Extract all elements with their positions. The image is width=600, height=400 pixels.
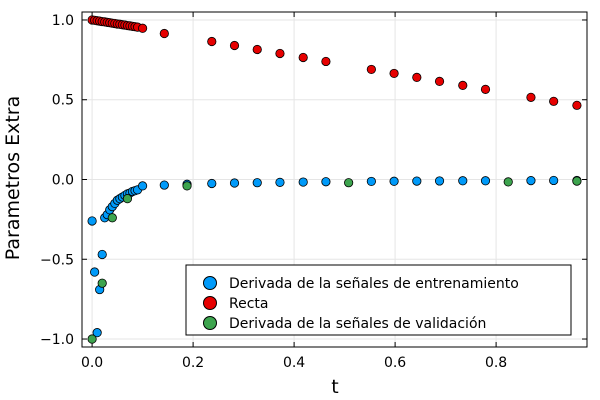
y-tick-label: 0.0 <box>52 173 74 189</box>
x-tick-label: 0.0 <box>81 355 103 371</box>
data-point <box>138 23 148 33</box>
data-point <box>572 100 582 110</box>
series-2 <box>87 15 582 110</box>
data-point <box>107 213 117 223</box>
data-point <box>321 56 331 67</box>
data-point <box>434 176 445 186</box>
x-tick-label: 0.6 <box>384 355 406 371</box>
data-point <box>97 249 107 260</box>
x-tick-label: 0.2 <box>182 355 204 371</box>
data-point <box>526 176 536 186</box>
data-point <box>526 92 536 102</box>
data-point <box>207 178 217 189</box>
data-point <box>122 194 133 204</box>
data-point <box>159 180 169 190</box>
series-1 <box>87 175 582 338</box>
data-point <box>182 181 192 191</box>
legend-box <box>185 264 572 336</box>
data-point <box>92 328 102 338</box>
data-point <box>480 84 491 94</box>
legend-label: Recta <box>229 296 268 312</box>
legend: Derivada de la señales de entrenamiento R… <box>185 264 572 336</box>
data-points <box>87 15 582 344</box>
data-point <box>434 76 445 86</box>
data-point <box>252 178 262 188</box>
data-point <box>229 178 240 188</box>
x-tick-label: 0.4 <box>283 355 305 371</box>
y-tick-label: −1.0 <box>40 332 74 348</box>
series-3 <box>87 176 582 344</box>
data-point <box>97 278 107 288</box>
y-tick-label: −0.5 <box>40 252 74 268</box>
data-point <box>275 177 285 187</box>
data-point <box>366 64 376 75</box>
data-point <box>275 48 285 59</box>
data-point <box>87 216 97 226</box>
data-point <box>572 176 582 186</box>
data-point <box>252 44 262 55</box>
y-tick-label: 0.5 <box>52 93 74 109</box>
y-axis-ticks: −1.0 −0.5 0.0 0.5 1.0 <box>40 13 587 348</box>
data-point <box>389 68 399 79</box>
data-point <box>458 80 468 90</box>
data-point <box>159 28 169 39</box>
data-point <box>503 177 513 187</box>
data-point <box>549 96 559 106</box>
legend-marker <box>203 316 217 330</box>
data-point <box>549 175 559 186</box>
x-axis-ticks: 0.0 0.2 0.4 0.6 0.8 <box>81 12 507 371</box>
data-point <box>90 267 100 277</box>
data-point <box>412 72 422 83</box>
y-tick-label: 1.0 <box>52 13 74 29</box>
data-point <box>207 36 217 47</box>
legend-label: Derivada de la señales de entrenamiento <box>229 276 519 292</box>
data-point <box>87 334 97 344</box>
data-point <box>298 177 308 187</box>
legend-marker <box>203 296 217 310</box>
legend-label: Derivada de la señales de validación <box>229 316 486 332</box>
data-point <box>138 181 148 191</box>
data-point <box>412 176 422 186</box>
data-point <box>344 178 354 188</box>
y-axis-label: Parametros Extra <box>2 96 24 260</box>
data-point <box>298 52 308 63</box>
data-point <box>229 40 240 51</box>
data-point <box>458 176 468 186</box>
x-tick-label: 0.8 <box>485 355 507 371</box>
x-axis-label: t <box>331 376 338 398</box>
data-point <box>480 176 491 186</box>
data-point <box>389 176 399 186</box>
data-point <box>366 176 376 187</box>
plot-grid <box>82 12 587 347</box>
data-point <box>321 177 331 187</box>
legend-marker <box>203 276 217 290</box>
